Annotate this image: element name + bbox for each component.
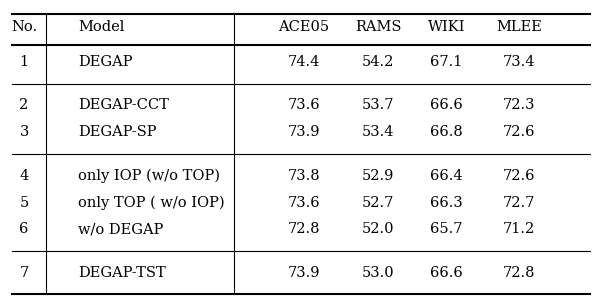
Text: 66.6: 66.6 — [430, 265, 463, 280]
Text: DEGAP: DEGAP — [78, 55, 133, 69]
Text: only TOP ( w/o IOP): only TOP ( w/o IOP) — [78, 195, 225, 210]
Text: 73.9: 73.9 — [288, 125, 320, 140]
Text: 65.7: 65.7 — [430, 222, 463, 237]
Text: 74.4: 74.4 — [288, 55, 320, 69]
Text: 52.9: 52.9 — [362, 168, 394, 183]
Text: 67.1: 67.1 — [430, 55, 463, 69]
Text: RAMS: RAMS — [355, 20, 402, 34]
Text: 72.3: 72.3 — [503, 99, 535, 112]
Text: 73.6: 73.6 — [288, 196, 320, 209]
Text: DEGAP-CCT: DEGAP-CCT — [78, 99, 169, 112]
Text: 72.8: 72.8 — [288, 222, 320, 237]
Text: 53.7: 53.7 — [362, 99, 394, 112]
Text: 54.2: 54.2 — [362, 55, 394, 69]
Text: 73.6: 73.6 — [288, 99, 320, 112]
Text: 72.7: 72.7 — [503, 196, 535, 209]
Text: 66.4: 66.4 — [430, 168, 463, 183]
Text: 53.4: 53.4 — [362, 125, 394, 140]
Text: 71.2: 71.2 — [503, 222, 535, 237]
Text: only IOP (w/o TOP): only IOP (w/o TOP) — [78, 168, 220, 183]
Text: DEGAP-SP: DEGAP-SP — [78, 125, 157, 140]
Text: 72.8: 72.8 — [503, 265, 535, 280]
Text: ACE05: ACE05 — [279, 20, 329, 34]
Text: Model: Model — [78, 20, 125, 34]
Text: 72.6: 72.6 — [503, 125, 535, 140]
Text: 7: 7 — [19, 265, 29, 280]
Text: 73.8: 73.8 — [288, 168, 320, 183]
Text: 1: 1 — [19, 55, 29, 69]
Text: w/o DEGAP: w/o DEGAP — [78, 222, 164, 237]
Text: 53.0: 53.0 — [362, 265, 394, 280]
Text: 52.0: 52.0 — [362, 222, 394, 237]
Text: No.: No. — [11, 20, 37, 34]
Text: 52.7: 52.7 — [362, 196, 394, 209]
Text: 73.4: 73.4 — [503, 55, 535, 69]
Text: WIKI: WIKI — [428, 20, 465, 34]
Text: 66.6: 66.6 — [430, 99, 463, 112]
Text: 5: 5 — [19, 196, 29, 209]
Text: 73.9: 73.9 — [288, 265, 320, 280]
Text: DEGAP-TST: DEGAP-TST — [78, 265, 166, 280]
Text: 72.6: 72.6 — [503, 168, 535, 183]
Text: 6: 6 — [19, 222, 29, 237]
Text: 3: 3 — [19, 125, 29, 140]
Text: 2: 2 — [19, 99, 29, 112]
Text: 4: 4 — [19, 168, 29, 183]
Text: MLEE: MLEE — [496, 20, 542, 34]
Text: 66.8: 66.8 — [430, 125, 463, 140]
Text: 66.3: 66.3 — [430, 196, 463, 209]
